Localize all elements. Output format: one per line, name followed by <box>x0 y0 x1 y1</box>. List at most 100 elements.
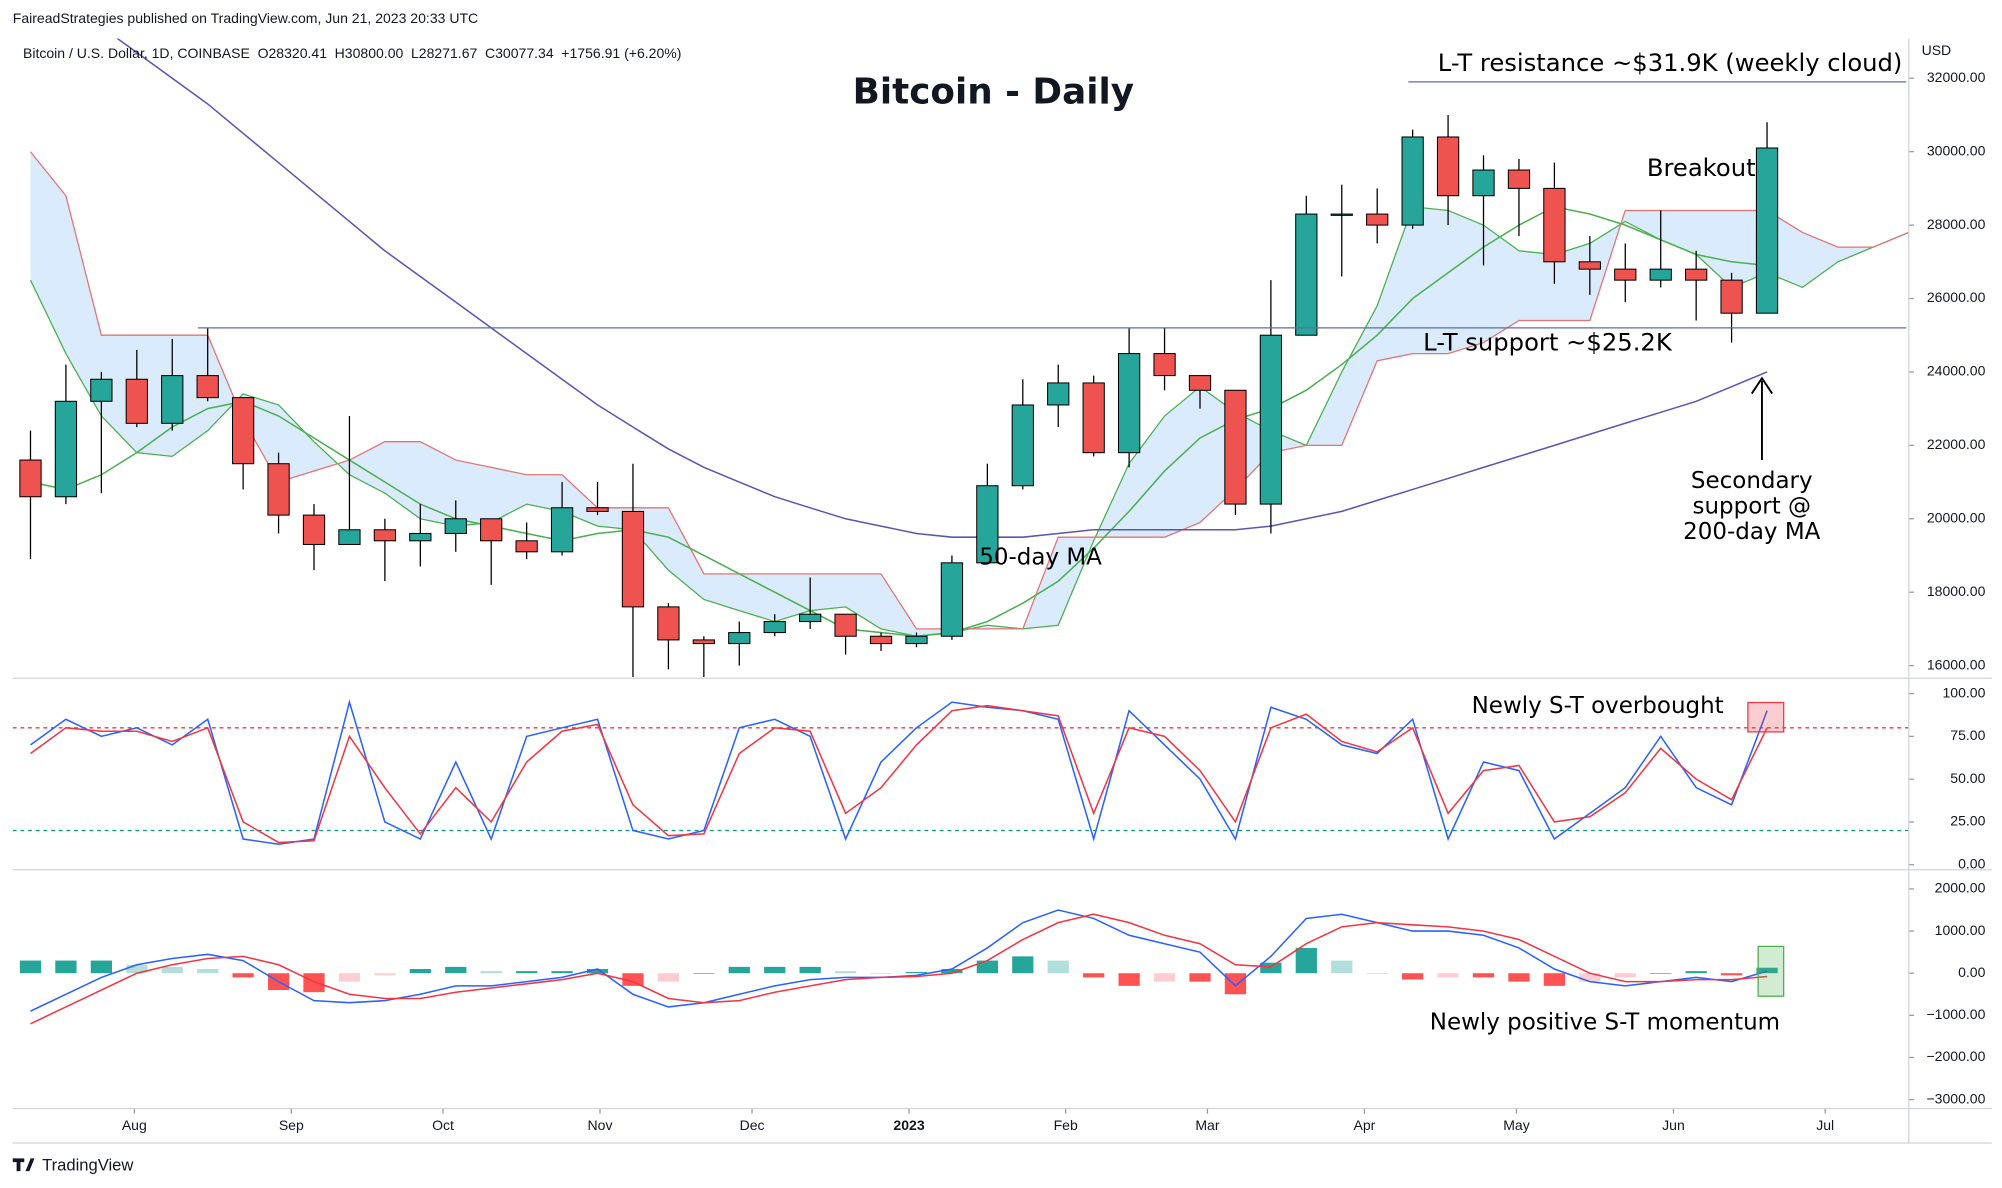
moving-average <box>116 38 1768 538</box>
histogram-bar <box>1614 973 1636 978</box>
histogram-bar <box>480 971 502 974</box>
candle-body <box>1295 213 1318 336</box>
candle-body <box>1117 353 1141 454</box>
candle-body <box>692 639 715 645</box>
histogram-bar <box>657 973 680 982</box>
cloud-fill <box>30 151 1909 637</box>
histogram-bar <box>1047 960 1069 974</box>
histogram-bar <box>870 973 892 974</box>
breakout-label: Breakout <box>1647 153 1756 182</box>
histogram-bar <box>551 971 573 974</box>
candle-body <box>905 635 928 645</box>
candle-body <box>338 529 361 545</box>
y-tick-label: 0.00 <box>1958 855 1986 871</box>
candle-body <box>54 400 78 498</box>
candle-body <box>196 375 219 399</box>
y-tick-label: 18000.00 <box>1927 583 1986 599</box>
histogram-bar <box>1224 973 1247 995</box>
histogram-bar <box>1579 973 1601 982</box>
histogram-bar <box>303 973 325 993</box>
candle-body <box>763 621 786 634</box>
histogram-bar <box>622 973 644 986</box>
candle-body <box>1401 136 1424 226</box>
candle-body <box>302 514 326 545</box>
x-tick-label: Aug <box>122 1117 147 1133</box>
candle-body <box>1436 136 1460 197</box>
histogram-bar <box>1543 973 1566 986</box>
candle-body <box>586 507 609 512</box>
candle-body <box>1011 404 1034 487</box>
candle-body <box>1507 169 1531 189</box>
histogram-bar <box>905 971 928 974</box>
y-tick-label: 1000.00 <box>1935 922 1986 938</box>
histogram-bar <box>126 964 148 974</box>
histogram-bar <box>1260 962 1282 974</box>
highlight-box <box>1747 701 1785 733</box>
candle-body <box>161 375 184 424</box>
macd-pane <box>19 909 1778 1025</box>
x-tick-label: Feb <box>1054 1117 1078 1133</box>
candle-body <box>409 532 432 542</box>
oscillator-line <box>30 704 1768 844</box>
y-tick-label: 30000.00 <box>1927 142 1986 158</box>
candle-body <box>976 485 999 564</box>
candle-body <box>1614 268 1637 281</box>
x-tick-label: Jun <box>1662 1117 1685 1133</box>
histogram-bar <box>586 968 609 974</box>
histogram-bar <box>1472 973 1495 978</box>
legend: Bitcoin / U.S. Dollar, 1D, COINBASE O2832… <box>23 45 681 61</box>
candle-body <box>550 507 574 553</box>
y-tick-label: 2000.00 <box>1935 880 1986 896</box>
candle-body <box>1720 279 1743 314</box>
candle-body <box>1755 147 1779 314</box>
publisher: FaireadStrategies published on TradingVi… <box>13 10 478 26</box>
currency: USD <box>1922 42 1952 58</box>
histogram-bar <box>1118 973 1140 986</box>
candle-body <box>267 463 290 516</box>
histogram-bar <box>1189 973 1211 982</box>
moving-average <box>30 205 1768 638</box>
histogram-bar <box>799 966 821 974</box>
logo-icon <box>12 1158 35 1172</box>
candle-body <box>1472 169 1495 197</box>
histogram-bar <box>409 968 431 974</box>
y-tick-label: 16000.00 <box>1927 656 1986 672</box>
histogram-bar <box>1437 973 1459 978</box>
candle-body <box>1082 382 1105 454</box>
y-tick-label: 75.00 <box>1950 727 1985 743</box>
support-label: L-T support ~$25.2K <box>1423 328 1673 357</box>
histogram-bar <box>374 973 396 976</box>
histogram-bar <box>1402 973 1424 980</box>
y-tick-label: 50.00 <box>1950 770 1985 786</box>
x-tick-label: Apr <box>1354 1117 1376 1133</box>
x-tick-label: Oct <box>432 1117 454 1133</box>
histogram-bar <box>1295 947 1317 974</box>
histogram-bar <box>19 960 42 974</box>
y-tick-label: 32000.00 <box>1927 69 1986 85</box>
y-tick-label: 24000.00 <box>1927 363 1986 379</box>
candle-body <box>799 613 822 623</box>
y-tick-label: 0.00 <box>1958 964 1986 980</box>
histogram-bar <box>1650 973 1672 974</box>
candle-body <box>728 632 751 645</box>
candle-body <box>125 378 148 424</box>
candle-body <box>1366 213 1389 226</box>
histogram-bar <box>1083 973 1105 978</box>
histogram-bar <box>1012 956 1034 974</box>
histogram-bar <box>1720 973 1743 976</box>
histogram-bar <box>232 973 254 978</box>
candle-body <box>444 518 467 534</box>
histogram-bar <box>1366 973 1388 974</box>
x-tick-label: Dec <box>740 1117 765 1133</box>
candle-body <box>1047 382 1070 406</box>
x-tick-label: Nov <box>588 1117 613 1133</box>
candle-body <box>1153 353 1176 377</box>
y-tick-label: 26000.00 <box>1927 289 1986 305</box>
y-tick-label: −3000.00 <box>1926 1090 1985 1106</box>
candle-body <box>373 529 397 542</box>
candle-body <box>1330 213 1353 216</box>
candle-body <box>19 459 42 498</box>
candle-body <box>1224 389 1247 505</box>
